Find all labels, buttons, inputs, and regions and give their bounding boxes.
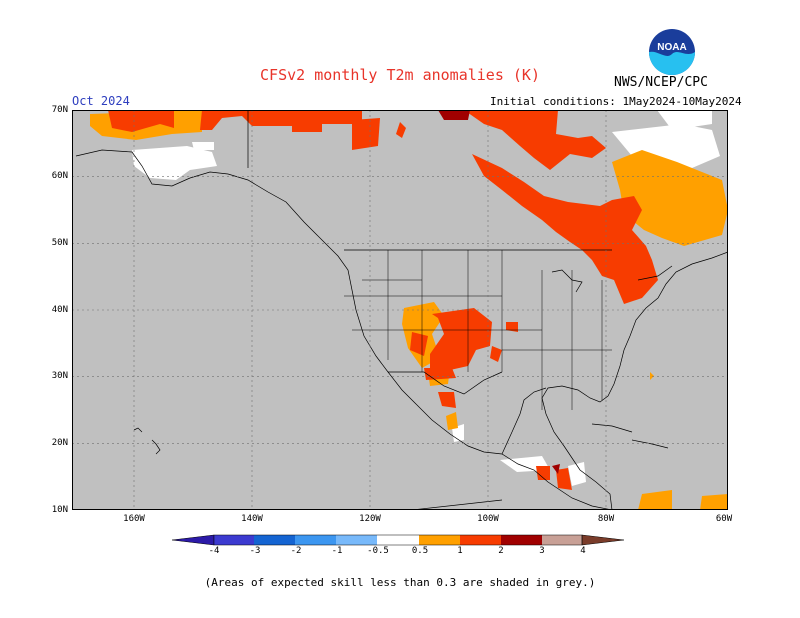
anomaly-map [72,110,728,510]
initial-conditions: Initial conditions: 1May2024-10May2024 [490,95,742,108]
lat-label-60n: 60N [51,171,68,181]
lon-label-60w: 60W [715,514,733,524]
graticule [72,110,728,510]
svg-text:NOAA: NOAA [657,42,686,53]
lon-label-120w: 120W [359,514,381,524]
near-normal-regions [132,110,720,486]
colorbar-label: -3 [249,546,261,556]
lon-label-100w: 100W [477,514,499,524]
colorbar-label: 4 [580,546,586,556]
lon-label-160w: 160W [123,514,145,524]
islands [133,269,669,455]
anomaly-red-regions [108,110,658,490]
state-borders [344,250,612,410]
lat-label-30n: 30N [51,371,68,381]
anomaly-darkred-regions [438,110,560,474]
lat-label-20n: 20N [51,438,68,448]
noaa-logo: NOAA [649,29,695,75]
lat-label-10n: 10N [51,505,68,515]
map-frame [72,110,728,510]
coastlines [75,110,728,510]
lat-label-70n: 70N [51,105,68,115]
skill-footnote: (Areas of expected skill less than 0.3 a… [204,576,596,589]
map-title: CFSv2 monthly T2m anomalies (K) [260,66,540,84]
colorbar-label: -0.5 [367,546,389,556]
colorbar-label: -4 [208,546,220,556]
colorbar-label: 3 [539,546,545,556]
colorbar [172,534,625,546]
lon-label-80w: 80W [597,514,615,524]
colorbar-label: -2 [290,546,302,556]
forecast-month: Oct 2024 [72,94,130,108]
lat-label-40n: 40N [51,305,68,315]
colorbar-label: -1 [331,546,343,556]
colorbar-label: 0.5 [411,546,429,556]
colorbar-label: 2 [498,546,504,556]
lat-label-50n: 50N [51,238,68,248]
agency-label: NWS/NCEP/CPC [614,75,708,90]
lon-label-140w: 140W [241,514,263,524]
colorbar-arrow-high [581,534,625,546]
colorbar-label: 1 [457,546,463,556]
colorbar-arrow-low [172,534,215,546]
